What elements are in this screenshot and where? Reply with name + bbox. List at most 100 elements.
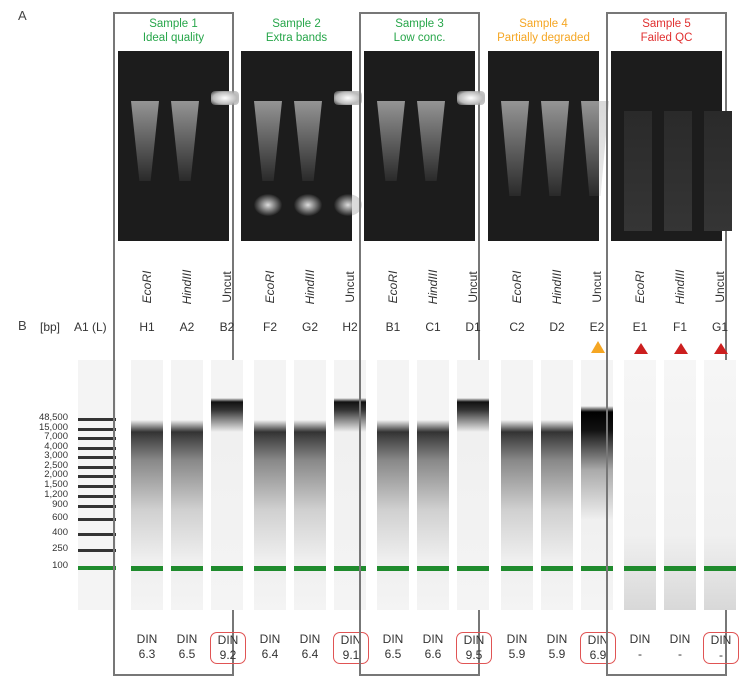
ladder-band [78,428,116,431]
well-id: E2 [589,320,605,334]
din-score: DIN 9.5 [456,632,492,664]
din-prefix: DIN [463,633,485,647]
lower-marker-band [541,566,573,571]
digest-label: Uncut [463,262,483,312]
ladder-band [78,518,116,521]
ladder-band [78,533,116,536]
din-score: DIN 6.4 [293,632,327,662]
gel-band [171,101,199,181]
well-id: A2 [179,320,195,334]
lower-marker-band [334,566,366,571]
digest-name: HindIII [426,269,440,305]
ladder-band [78,495,116,498]
digest-name: EcoRI [386,270,400,304]
digest-label: HindIII [670,262,690,312]
bp-unit-label: [bp] [40,320,61,334]
sample-subtitle: Low conc. [393,32,446,44]
gel-band [131,101,159,181]
lower-marker-band [457,566,489,571]
panel-a-label: A [18,8,27,23]
din-prefix: DIN [217,633,239,647]
sample-title: Sample 1 Ideal quality [113,17,234,45]
din-value: 6.4 [301,647,319,661]
ladder-bp-label: 4,000 [44,441,68,452]
din-score: DIN 6.4 [253,632,287,662]
ladder-band [78,475,116,478]
ladder-bp-label: 3,000 [44,450,68,461]
din-value: 6.5 [384,647,402,661]
sample-title: Sample 3 Low conc. [359,17,480,45]
sample-subtitle: Failed QC [640,32,693,44]
ladder-band [78,566,116,570]
din-prefix: DIN [259,632,281,646]
din-prefix: DIN [136,632,158,646]
digest-label: HindIII [300,262,320,312]
ladder-bp-label: 400 [52,527,68,538]
din-value: - [638,647,642,661]
sample-name: Sample 1 [149,18,198,30]
din-score: DIN 5.9 [500,632,534,662]
ladder-bp-label: 100 [52,560,68,571]
ladder-bp-label: 600 [52,512,68,523]
digest-label: EcoRI [507,262,527,312]
tapestation-lane [664,360,696,610]
digest-name: Uncut [343,271,357,303]
gel-band [624,111,652,231]
extra-band [334,194,362,216]
well-id: D2 [549,320,565,334]
lower-marker-band [501,566,533,571]
digest-name: Uncut [713,271,727,303]
well-id: H1 [139,320,155,334]
lower-marker-band [377,566,409,571]
gel-band [417,101,445,181]
tapestation-lane [624,360,656,610]
tapestation-lane [501,360,533,610]
digest-name: HindIII [180,269,194,305]
din-prefix: DIN [422,632,444,646]
din-value: 6.4 [261,647,279,661]
ladder-bp-label: 2,500 [44,460,68,471]
din-value: 6.6 [424,647,442,661]
gel-image [241,51,362,241]
sample-subtitle: Partially degraded [497,32,590,44]
ladder-band [78,447,116,450]
ladder-bp-label: 7,000 [44,431,68,442]
digest-name: HindIII [673,269,687,305]
gel-band [581,101,609,196]
din-value: 6.5 [178,647,196,661]
extra-band [254,194,282,216]
ladder-bp-label: 15,000 [38,422,68,433]
red-alert-triangle-icon [634,343,648,354]
gel-image [364,51,485,241]
red-alert-triangle-icon [714,343,728,354]
well-id: C1 [425,320,441,334]
gel-band [704,111,732,231]
well-id: E1 [632,320,648,334]
digest-label: Uncut [710,262,730,312]
ladder-band [78,466,116,469]
ladder-lane [78,360,116,610]
gel-image [611,51,732,241]
din-score: DIN 6.5 [376,632,410,662]
tapestation-lane [211,360,243,610]
ladder-bp-label: 1,200 [44,489,68,500]
din-value: 5.9 [548,647,566,661]
well-id: G2 [301,320,318,334]
well-id: B1 [385,320,401,334]
gel-band [664,111,692,231]
digest-name: Uncut [220,271,234,303]
well-id: B2 [219,320,235,334]
digest-label: EcoRI [630,262,650,312]
ladder-band [78,505,116,508]
din-score: DIN 6.5 [170,632,204,662]
gel-image [488,51,609,241]
digest-label: EcoRI [260,262,280,312]
digest-name: Uncut [466,271,480,303]
digest-name: EcoRI [263,270,277,304]
tapestation-lane [457,360,489,610]
gel-band [541,101,569,196]
din-value: 9.1 [342,648,360,662]
din-prefix: DIN [340,633,362,647]
din-value: 6.3 [138,647,156,661]
din-prefix: DIN [629,632,651,646]
